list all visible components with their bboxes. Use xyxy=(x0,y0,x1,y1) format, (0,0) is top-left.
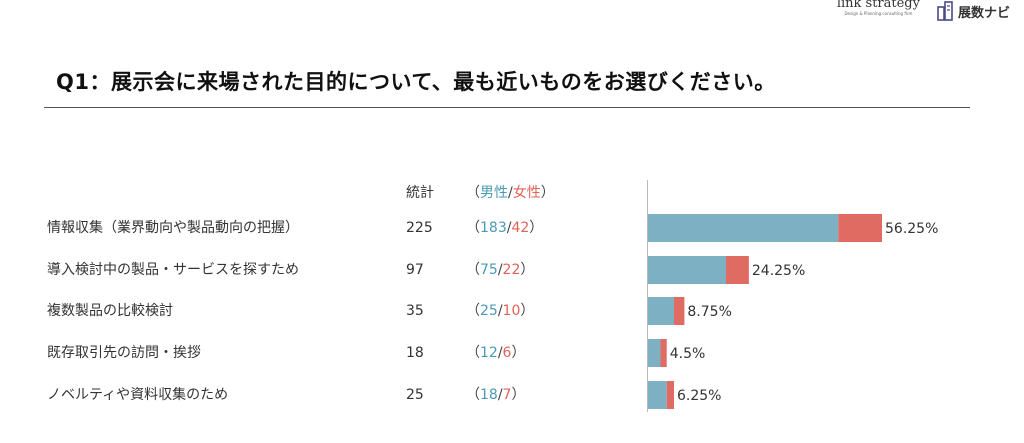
total-value: 25 xyxy=(406,387,424,403)
breakdown-close: ） xyxy=(520,303,535,319)
gender-breakdown: （25/10） xyxy=(466,301,534,321)
breakdown-open: （ xyxy=(466,303,480,319)
gender-column-header: （男性/女性） xyxy=(466,182,555,202)
gender-breakdown: （183/42） xyxy=(466,218,543,238)
total-value: 18 xyxy=(406,345,424,361)
percent-label: 8.75% xyxy=(687,304,731,320)
table-row: 既存取引先の訪問・挨拶 18 （12/6） xyxy=(0,343,1024,363)
total-column-header: 統計 xyxy=(406,185,434,201)
total-value: 35 xyxy=(406,303,424,319)
male-bar xyxy=(648,256,726,284)
male-bar xyxy=(648,297,674,325)
gender-breakdown: （12/6） xyxy=(466,343,525,363)
breakdown-slash: / xyxy=(506,220,512,236)
breakdown-slash: / xyxy=(497,387,503,403)
table-row: 導入検討中の製品・サービスを探すため 97 （75/22） xyxy=(0,260,1024,280)
gender-header-close: ） xyxy=(540,185,555,201)
chart-axis xyxy=(647,180,648,412)
female-bar xyxy=(660,339,667,367)
total-value: 225 xyxy=(406,220,433,236)
page-title: Q1：展示会に来場された目的について、最も近いものをお選びください。 xyxy=(56,70,776,94)
male-bar xyxy=(648,381,667,409)
table-row: ノベルティや資料収集のため 25 （18/7） xyxy=(0,385,1024,405)
female-bar xyxy=(674,297,685,325)
title-divider xyxy=(44,107,970,108)
female-count: 10 xyxy=(502,303,521,319)
category-label: 導入検討中の製品・サービスを探すため xyxy=(47,262,299,278)
breakdown-open: （ xyxy=(466,220,480,236)
breakdown-close: ） xyxy=(511,387,526,403)
tensu-navi-logo: 展数ナビ xyxy=(936,1,1010,21)
breakdown-open: （ xyxy=(466,387,480,403)
category-label: ノベルティや資料収集のため xyxy=(47,387,229,403)
breakdown-close: ） xyxy=(511,345,526,361)
category-label: 既存取引先の訪問・挨拶 xyxy=(47,345,201,361)
breakdown-slash: / xyxy=(497,262,503,278)
male-count: 18 xyxy=(480,387,498,403)
male-bar xyxy=(648,339,661,367)
percent-label: 4.5% xyxy=(670,346,706,362)
building-icon xyxy=(937,1,953,21)
female-bar xyxy=(838,214,882,242)
breakdown-close: ） xyxy=(529,220,544,236)
category-label: 情報収集（業界動向や製品動向の把握） xyxy=(47,220,299,236)
breakdown-slash: / xyxy=(497,303,503,319)
female-bar xyxy=(666,381,674,409)
gender-header-open: （ xyxy=(466,185,480,201)
percent-label: 56.25% xyxy=(885,221,938,237)
female-count: 6 xyxy=(502,345,512,361)
table-row: 情報収集（業界動向や製品動向の把握） 225 （183/42） xyxy=(0,218,1024,238)
total-value: 97 xyxy=(406,262,424,278)
percent-label: 24.25% xyxy=(752,263,805,279)
table-row: 複数製品の比較検討 35 （25/10） xyxy=(0,301,1024,321)
gender-header-slash: / xyxy=(508,185,513,201)
male-bar xyxy=(648,214,839,242)
link-strategy-logo: link strategy Design & Planning consulti… xyxy=(837,0,920,16)
breakdown-open: （ xyxy=(466,262,480,278)
female-bar xyxy=(726,256,749,284)
breakdown-close: ） xyxy=(520,262,535,278)
gender-breakdown: （75/22） xyxy=(466,260,534,280)
gender-breakdown: （18/7） xyxy=(466,385,525,405)
breakdown-slash: / xyxy=(497,345,503,361)
male-count: 25 xyxy=(480,303,498,319)
breakdown-open: （ xyxy=(466,345,480,361)
header-logos: link strategy Design & Planning consulti… xyxy=(837,0,1010,26)
female-header-label: 女性 xyxy=(512,185,541,201)
female-count: 22 xyxy=(502,262,521,278)
male-count: 12 xyxy=(480,345,498,361)
link-strategy-name: link strategy xyxy=(836,0,920,11)
link-strategy-tagline: Design & Planning consulting firm xyxy=(844,11,913,16)
female-count: 42 xyxy=(511,220,530,236)
category-label: 複数製品の比較検討 xyxy=(47,303,173,319)
male-count: 183 xyxy=(480,220,507,236)
tensu-navi-name: 展数ナビ xyxy=(957,5,1010,21)
male-count: 75 xyxy=(480,262,498,278)
percent-label: 6.25% xyxy=(677,388,721,404)
male-header-label: 男性 xyxy=(480,185,508,201)
female-count: 7 xyxy=(502,387,512,403)
